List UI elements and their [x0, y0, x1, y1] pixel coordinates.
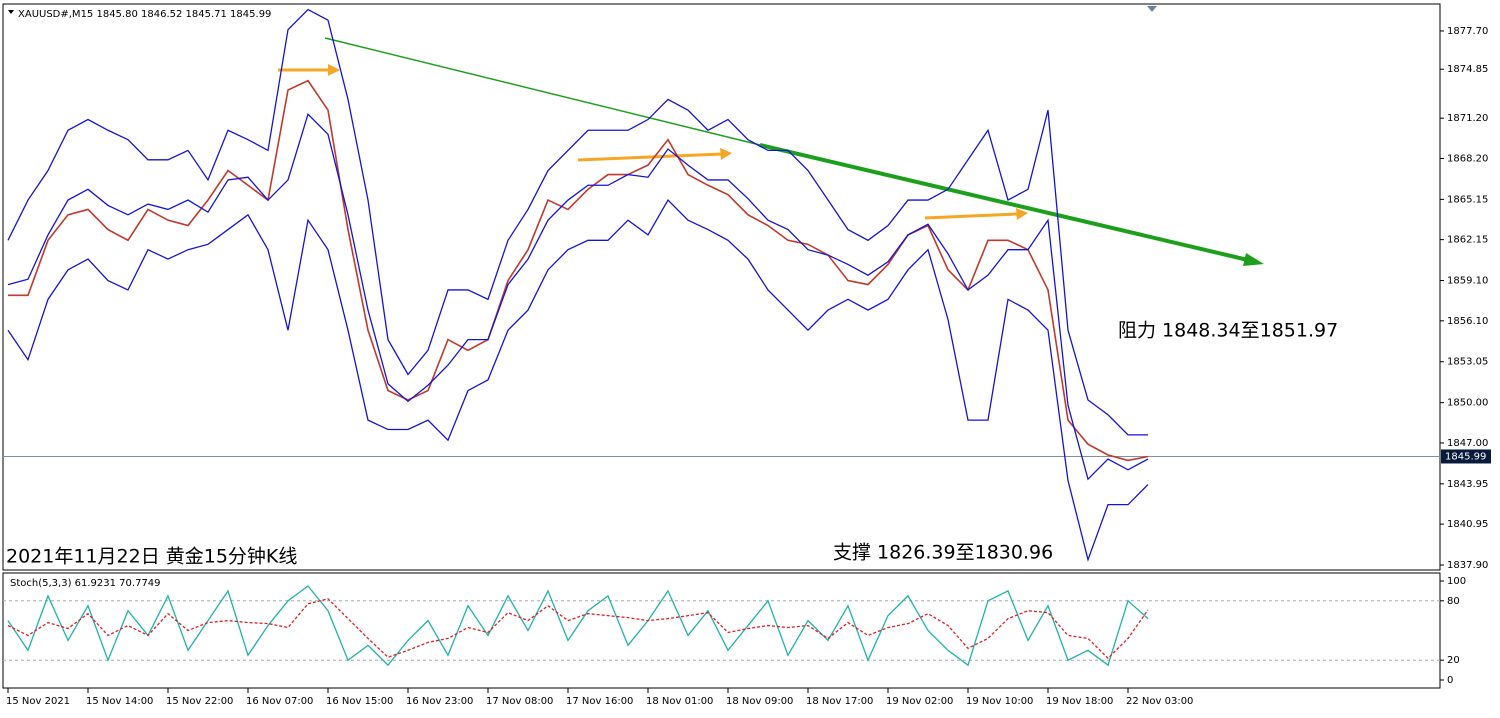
x-tick-label: 19 Nov 10:00 — [966, 696, 1033, 707]
y-tick-label: 1856.10 — [1447, 316, 1488, 327]
y-tick-label: 1837.90 — [1447, 560, 1488, 571]
stoch-header: Stoch(5,3,3) 61.9231 70.7749 — [10, 578, 161, 589]
y-tick-label: 1871.20 — [1447, 113, 1488, 124]
trend-arrowhead — [1243, 253, 1264, 266]
trend-annotations — [278, 37, 1264, 266]
y-tick-label: 0 — [1447, 675, 1453, 686]
x-tick-label: 19 Nov 02:00 — [886, 696, 953, 707]
orange-arrow — [577, 152, 723, 162]
current-price-box — [1441, 449, 1491, 464]
trend-line — [324, 37, 761, 146]
y-tick-label: 1859.10 — [1447, 276, 1488, 287]
trend-line-bold — [759, 143, 1249, 262]
x-tick-label: 16 Nov 23:00 — [406, 696, 473, 707]
orange-arrow — [924, 212, 1019, 220]
main-panel — [2, 3, 1441, 571]
x-tick-label: 18 Nov 01:00 — [646, 696, 713, 707]
series-line — [7, 198, 1149, 562]
x-tick-label: 19 Nov 18:00 — [1046, 696, 1113, 707]
y-tick-label: 1850.00 — [1447, 398, 1488, 409]
y-tick-label: 100 — [1447, 576, 1466, 587]
y-tick-label: 80 — [1447, 596, 1460, 607]
x-tick-label: 18 Nov 09:00 — [726, 696, 793, 707]
orange-arrowhead — [328, 64, 340, 76]
x-tick-label: 16 Nov 07:00 — [246, 696, 313, 707]
y-tick-label: 1853.05 — [1447, 357, 1488, 368]
chart-caption: 2021年11月22日 黄金15分钟K线 — [6, 546, 297, 568]
stoch-panel — [2, 572, 1441, 689]
y-tick-label: 1868.20 — [1447, 153, 1488, 164]
orange-arrowhead — [720, 148, 732, 160]
shift-marker — [1147, 6, 1157, 12]
series-line — [7, 585, 1149, 667]
series-line — [7, 598, 1149, 660]
y-tick-label: 20 — [1447, 655, 1460, 666]
orange-arrowhead — [1016, 208, 1028, 220]
x-tick-label: 18 Nov 17:00 — [806, 696, 873, 707]
resistance-note: 阻力 1848.34至1851.97 — [1118, 320, 1338, 342]
x-tick-label: 17 Nov 16:00 — [566, 696, 633, 707]
series-line — [8, 79, 1149, 462]
x-tick-label: 16 Nov 15:00 — [326, 696, 393, 707]
y-tick-label: 1847.00 — [1447, 438, 1488, 449]
x-tick-label: 15 Nov 2021 — [6, 696, 70, 707]
y-tick-label: 1877.70 — [1447, 26, 1488, 37]
y-tick-label: 1865.15 — [1447, 194, 1488, 205]
symbol-header: XAUUSD#,M15 1845.80 1846.52 1845.71 1845… — [18, 9, 271, 20]
y-tick-label: 1874.85 — [1447, 64, 1488, 75]
x-tick-label: 22 Nov 03:00 — [1126, 696, 1193, 707]
support-note: 支撑 1826.39至1830.96 — [833, 542, 1053, 564]
y-tick-label: 1862.15 — [1447, 235, 1488, 246]
series-line — [7, 8, 1148, 436]
y-tick-label: 1840.95 — [1447, 519, 1488, 530]
series-line — [7, 112, 1149, 481]
y-tick-label: 1843.95 — [1447, 479, 1488, 490]
current-price-label: 1845.99 — [1445, 451, 1486, 462]
x-tick-label: 15 Nov 14:00 — [86, 696, 153, 707]
menu-triangle — [8, 10, 14, 14]
x-tick-label: 15 Nov 22:00 — [166, 696, 233, 707]
x-tick-label: 17 Nov 08:00 — [486, 696, 553, 707]
